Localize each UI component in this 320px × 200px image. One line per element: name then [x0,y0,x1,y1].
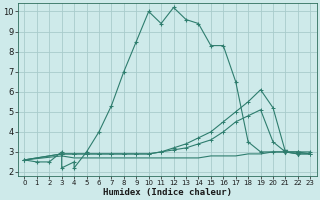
X-axis label: Humidex (Indice chaleur): Humidex (Indice chaleur) [103,188,232,197]
